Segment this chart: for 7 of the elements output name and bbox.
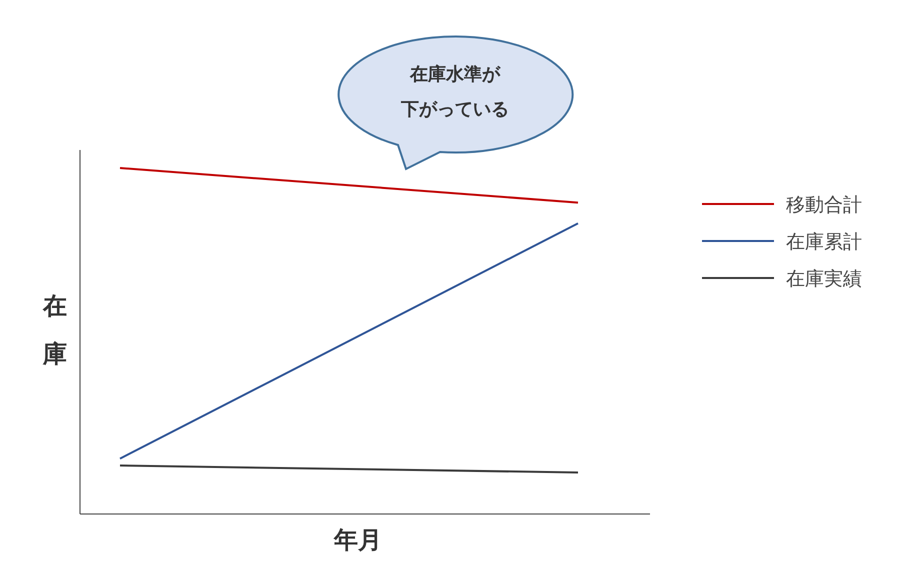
legend-label: 移動合計 <box>786 194 862 216</box>
y-axis-title: 在庫 <box>42 292 67 368</box>
text: 下がっている <box>400 99 509 120</box>
text: 在庫水準が <box>409 64 501 85</box>
legend-label: 在庫実績 <box>786 268 862 290</box>
legend-label: 在庫累計 <box>786 231 862 253</box>
x-axis-title: 年月 <box>333 526 382 554</box>
